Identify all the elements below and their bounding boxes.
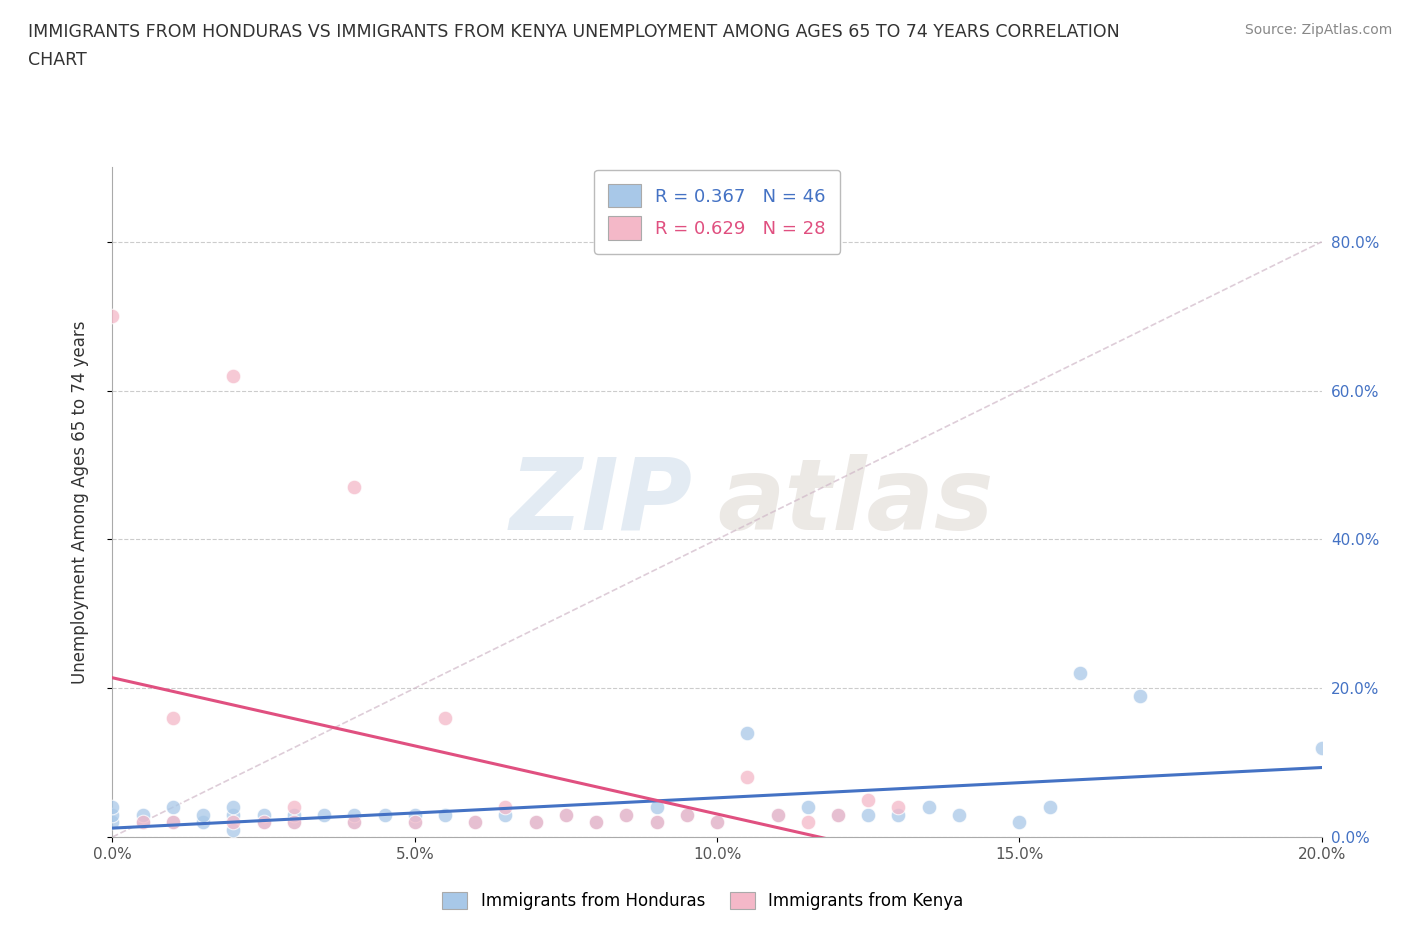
Point xyxy=(343,815,366,830)
Point xyxy=(918,800,941,815)
Point xyxy=(222,822,245,837)
Point xyxy=(616,807,638,822)
Point xyxy=(132,815,155,830)
Point xyxy=(766,807,789,822)
Point xyxy=(101,309,124,324)
Point xyxy=(675,807,697,822)
Point xyxy=(222,815,245,830)
Point xyxy=(887,800,910,815)
Point xyxy=(404,815,426,830)
Point xyxy=(1038,800,1062,815)
Point xyxy=(887,807,910,822)
Point xyxy=(827,807,849,822)
Point xyxy=(132,815,155,830)
Point xyxy=(706,815,728,830)
Point xyxy=(343,807,366,822)
Text: atlas: atlas xyxy=(717,454,994,551)
Point xyxy=(101,807,124,822)
Point xyxy=(524,815,547,830)
Point xyxy=(554,807,576,822)
Point xyxy=(1310,740,1333,755)
Point xyxy=(162,815,184,830)
Point xyxy=(343,815,366,830)
Point xyxy=(283,815,305,830)
Point xyxy=(101,815,124,830)
Point xyxy=(222,368,245,383)
Point xyxy=(433,711,456,725)
Point xyxy=(495,807,517,822)
Point xyxy=(856,807,880,822)
Point xyxy=(495,800,517,815)
Point xyxy=(433,807,456,822)
Point xyxy=(1069,666,1091,681)
Point xyxy=(616,807,638,822)
Point xyxy=(766,807,789,822)
Point xyxy=(222,800,245,815)
Point xyxy=(737,770,759,785)
Point xyxy=(253,815,276,830)
Point xyxy=(645,800,668,815)
Point xyxy=(856,792,880,807)
Point xyxy=(464,815,486,830)
Point xyxy=(827,807,849,822)
Point xyxy=(645,815,668,830)
Point xyxy=(374,807,396,822)
Point xyxy=(314,807,336,822)
Point xyxy=(191,815,214,830)
Point xyxy=(737,725,759,740)
Point xyxy=(253,807,276,822)
Point xyxy=(796,800,818,815)
Legend: R = 0.367   N = 46, R = 0.629   N = 28: R = 0.367 N = 46, R = 0.629 N = 28 xyxy=(593,170,841,254)
Point xyxy=(343,480,366,495)
Point xyxy=(162,800,184,815)
Point xyxy=(706,815,728,830)
Text: Source: ZipAtlas.com: Source: ZipAtlas.com xyxy=(1244,23,1392,37)
Point xyxy=(464,815,486,830)
Point xyxy=(101,800,124,815)
Point xyxy=(554,807,576,822)
Text: IMMIGRANTS FROM HONDURAS VS IMMIGRANTS FROM KENYA UNEMPLOYMENT AMONG AGES 65 TO : IMMIGRANTS FROM HONDURAS VS IMMIGRANTS F… xyxy=(28,23,1119,41)
Point xyxy=(191,807,214,822)
Point xyxy=(585,815,607,830)
Point xyxy=(162,711,184,725)
Point xyxy=(524,815,547,830)
Point xyxy=(162,815,184,830)
Point xyxy=(675,807,697,822)
Point xyxy=(132,807,155,822)
Point xyxy=(283,800,305,815)
Text: ZIP: ZIP xyxy=(510,454,693,551)
Point xyxy=(404,807,426,822)
Point xyxy=(253,815,276,830)
Point xyxy=(645,815,668,830)
Point xyxy=(283,807,305,822)
Legend: Immigrants from Honduras, Immigrants from Kenya: Immigrants from Honduras, Immigrants fro… xyxy=(436,885,970,917)
Point xyxy=(283,815,305,830)
Point xyxy=(222,807,245,822)
Point xyxy=(948,807,970,822)
Point xyxy=(585,815,607,830)
Point xyxy=(1129,688,1152,703)
Y-axis label: Unemployment Among Ages 65 to 74 years: Unemployment Among Ages 65 to 74 years xyxy=(70,321,89,684)
Point xyxy=(796,815,818,830)
Point xyxy=(1008,815,1031,830)
Text: CHART: CHART xyxy=(28,51,87,69)
Point xyxy=(404,815,426,830)
